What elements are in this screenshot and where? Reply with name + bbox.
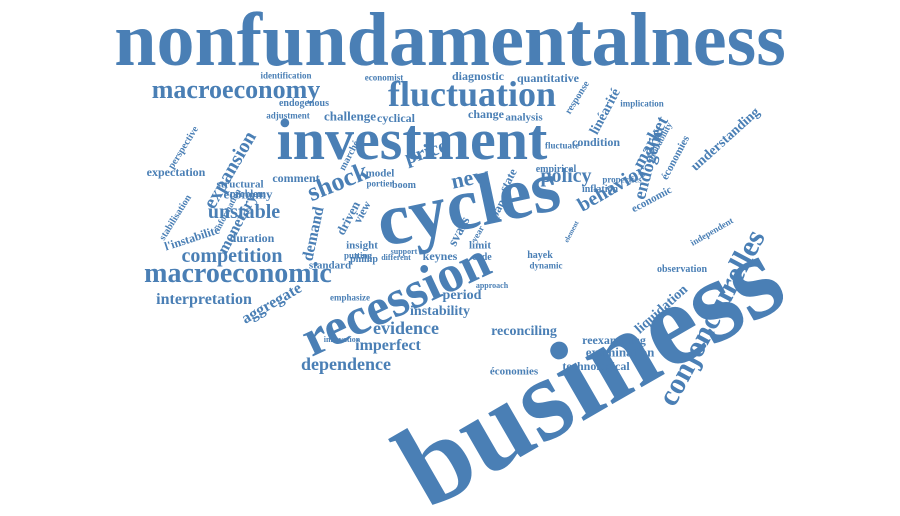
word: keynes	[422, 249, 458, 263]
word: response	[563, 79, 593, 117]
word: competition	[181, 245, 283, 267]
word: change	[468, 107, 504, 121]
word: approach	[475, 281, 509, 290]
word: problem	[230, 189, 266, 200]
word: insight	[346, 239, 378, 252]
word: économies	[489, 365, 539, 378]
word: condition	[571, 135, 621, 149]
word: observation	[657, 264, 707, 275]
word: properties	[602, 174, 642, 185]
word: implication	[620, 98, 664, 109]
word: macroeconomic	[144, 258, 332, 289]
word: code	[472, 252, 492, 263]
word: emphasize	[330, 292, 370, 303]
word: examination	[585, 344, 655, 360]
word: dynamic	[529, 260, 563, 271]
word: inflation	[581, 184, 619, 195]
word: nonfundamentalness	[114, 0, 786, 82]
word: limit	[469, 239, 491, 252]
word: demand	[299, 205, 328, 263]
word: instability	[410, 304, 470, 319]
word: period	[442, 288, 482, 303]
word: dependence	[301, 354, 391, 374]
word: identification	[260, 70, 312, 81]
word: quantitative	[516, 71, 580, 85]
word: macroeconomy	[151, 75, 321, 104]
word: policy	[540, 165, 592, 187]
word: empirical	[535, 164, 577, 175]
word: comment	[272, 171, 320, 185]
word: diagnostic	[451, 69, 505, 83]
word: reconciling	[491, 324, 557, 339]
word: portier	[366, 178, 394, 189]
word: technological	[562, 359, 630, 373]
word: fluctuate	[545, 140, 579, 151]
word: fluctuation	[387, 74, 557, 114]
word: linéarité	[587, 86, 624, 138]
word: challenge	[324, 108, 376, 124]
word: evidence	[373, 318, 439, 338]
word: standard	[308, 259, 352, 272]
word: investment	[276, 107, 548, 172]
word: economy	[223, 186, 273, 202]
word: adjustment	[266, 110, 310, 121]
word: different	[381, 253, 411, 262]
word: cyclical	[377, 111, 415, 125]
word: expectation	[146, 165, 206, 179]
word: interpretation	[156, 291, 252, 308]
word: structural	[216, 178, 264, 191]
word: boom	[392, 180, 416, 191]
word: hayek	[527, 250, 553, 261]
word: reexamining	[582, 333, 646, 347]
word: innovation	[323, 335, 361, 344]
word: support	[390, 247, 418, 256]
word: understanding	[688, 104, 764, 175]
word: analysis	[505, 111, 543, 124]
word: imperfect	[355, 337, 421, 354]
word: duration	[229, 231, 275, 245]
word: endogenous	[278, 98, 330, 109]
word: phillip	[350, 254, 378, 265]
word: unstable	[207, 201, 281, 223]
word: putting	[343, 250, 373, 261]
word: economist	[364, 72, 404, 83]
word: model	[365, 167, 395, 180]
